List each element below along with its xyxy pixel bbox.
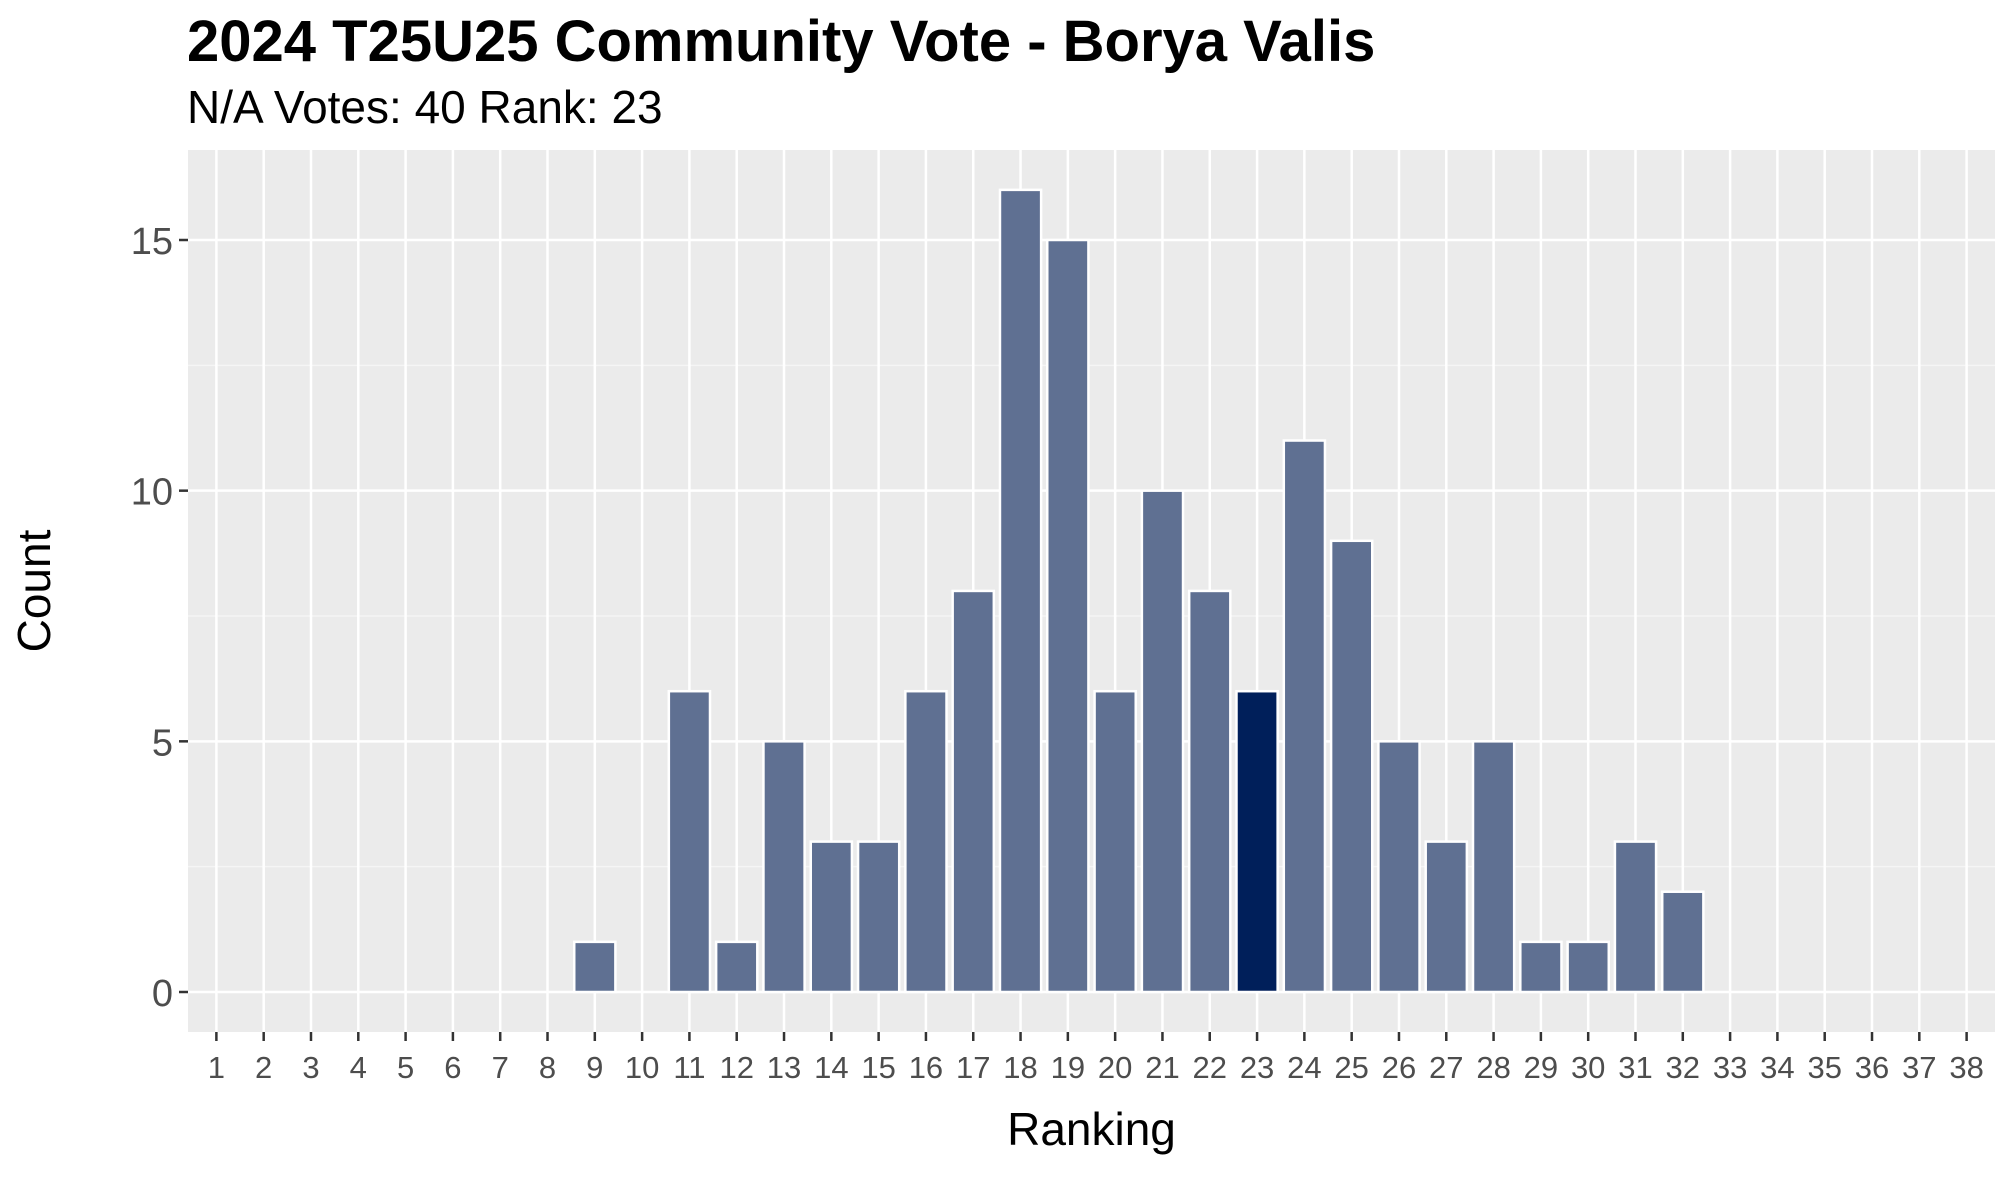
x-tick-label: 29 [1524,1050,1558,1085]
bar [1471,740,1516,994]
bar [762,740,806,994]
x-tick-label: 19 [1051,1050,1085,1085]
bar [856,840,901,994]
x-tick-label: 12 [719,1050,753,1085]
bar [667,689,712,994]
x-tick-label: 18 [1003,1050,1037,1085]
bar [951,589,996,994]
y-tick-label: 5 [152,722,173,764]
y-axis-title: Count [8,529,60,652]
x-tick-label: 16 [909,1050,943,1085]
x-tick-label: 37 [1902,1050,1936,1085]
chart-subtitle: N/A Votes: 40 Rank: 23 [187,81,663,133]
x-tick-label: 9 [586,1050,603,1085]
x-tick-label: 8 [539,1050,556,1085]
x-tick-label: 28 [1476,1050,1510,1085]
bar [1613,840,1658,994]
x-tick-label: 34 [1760,1050,1794,1085]
x-tick-label: 14 [814,1050,848,1085]
x-tick-label: 6 [444,1050,461,1085]
x-tick-label: 38 [1949,1050,1983,1085]
x-axis-title: Ranking [1007,1103,1176,1155]
x-tick-label: 23 [1240,1050,1274,1085]
bar [1519,940,1563,994]
bar [1046,238,1090,994]
bar [1187,589,1232,994]
x-axis: 1 2 3 4 5 6 7 8 9 10 11 12 13 14 15 16 17 18 19 20 21 22 23 24 2… [208,1032,1984,1085]
x-tick-label: 25 [1334,1050,1368,1085]
x-tick-label: 22 [1193,1050,1227,1085]
x-tick-label: 10 [625,1050,659,1085]
x-tick-label: 1 [208,1050,225,1085]
bar [1377,740,1421,994]
x-tick-label: 35 [1807,1050,1841,1085]
x-tick-label: 11 [673,1050,705,1085]
x-tick-label: 5 [397,1050,414,1085]
x-tick-label: 15 [861,1050,895,1085]
bar [1093,689,1137,994]
bar [1140,489,1185,994]
x-tick-label: 36 [1855,1050,1889,1085]
x-tick-label: 27 [1429,1050,1463,1085]
bar [1424,840,1469,994]
x-tick-label: 4 [350,1050,367,1085]
x-tick-label: 30 [1571,1050,1605,1085]
y-tick-label: 0 [152,973,173,1015]
bar [1566,940,1611,994]
x-tick-label: 7 [492,1050,509,1085]
x-tick-label: 26 [1382,1050,1416,1085]
bar [714,940,759,994]
chart-title: 2024 T25U25 Community Vote - Borya Valis [187,9,1376,74]
bar [998,188,1043,994]
x-tick-label: 3 [302,1050,319,1085]
bar [809,840,854,994]
plot-panel [188,150,1995,1032]
bar [1660,890,1705,994]
x-tick-label: 21 [1145,1050,1179,1085]
bar-group [572,188,1705,994]
y-axis: 0 5 10 15 [131,221,188,1015]
x-tick-label: 13 [767,1050,801,1085]
bar [904,689,948,994]
bar-highlight [1235,689,1279,994]
x-tick-label: 32 [1666,1050,1700,1085]
x-tick-label: 24 [1287,1050,1321,1085]
x-tick-label: 31 [1618,1050,1652,1085]
y-tick-label: 10 [131,472,173,514]
bar [1329,539,1374,994]
x-tick-label: 17 [956,1050,990,1085]
y-tick-label: 15 [131,221,173,263]
x-tick-label: 2 [255,1050,272,1085]
x-tick-label: 20 [1098,1050,1132,1085]
x-tick-label: 33 [1713,1050,1747,1085]
bar [1282,439,1327,994]
bar [572,940,617,994]
